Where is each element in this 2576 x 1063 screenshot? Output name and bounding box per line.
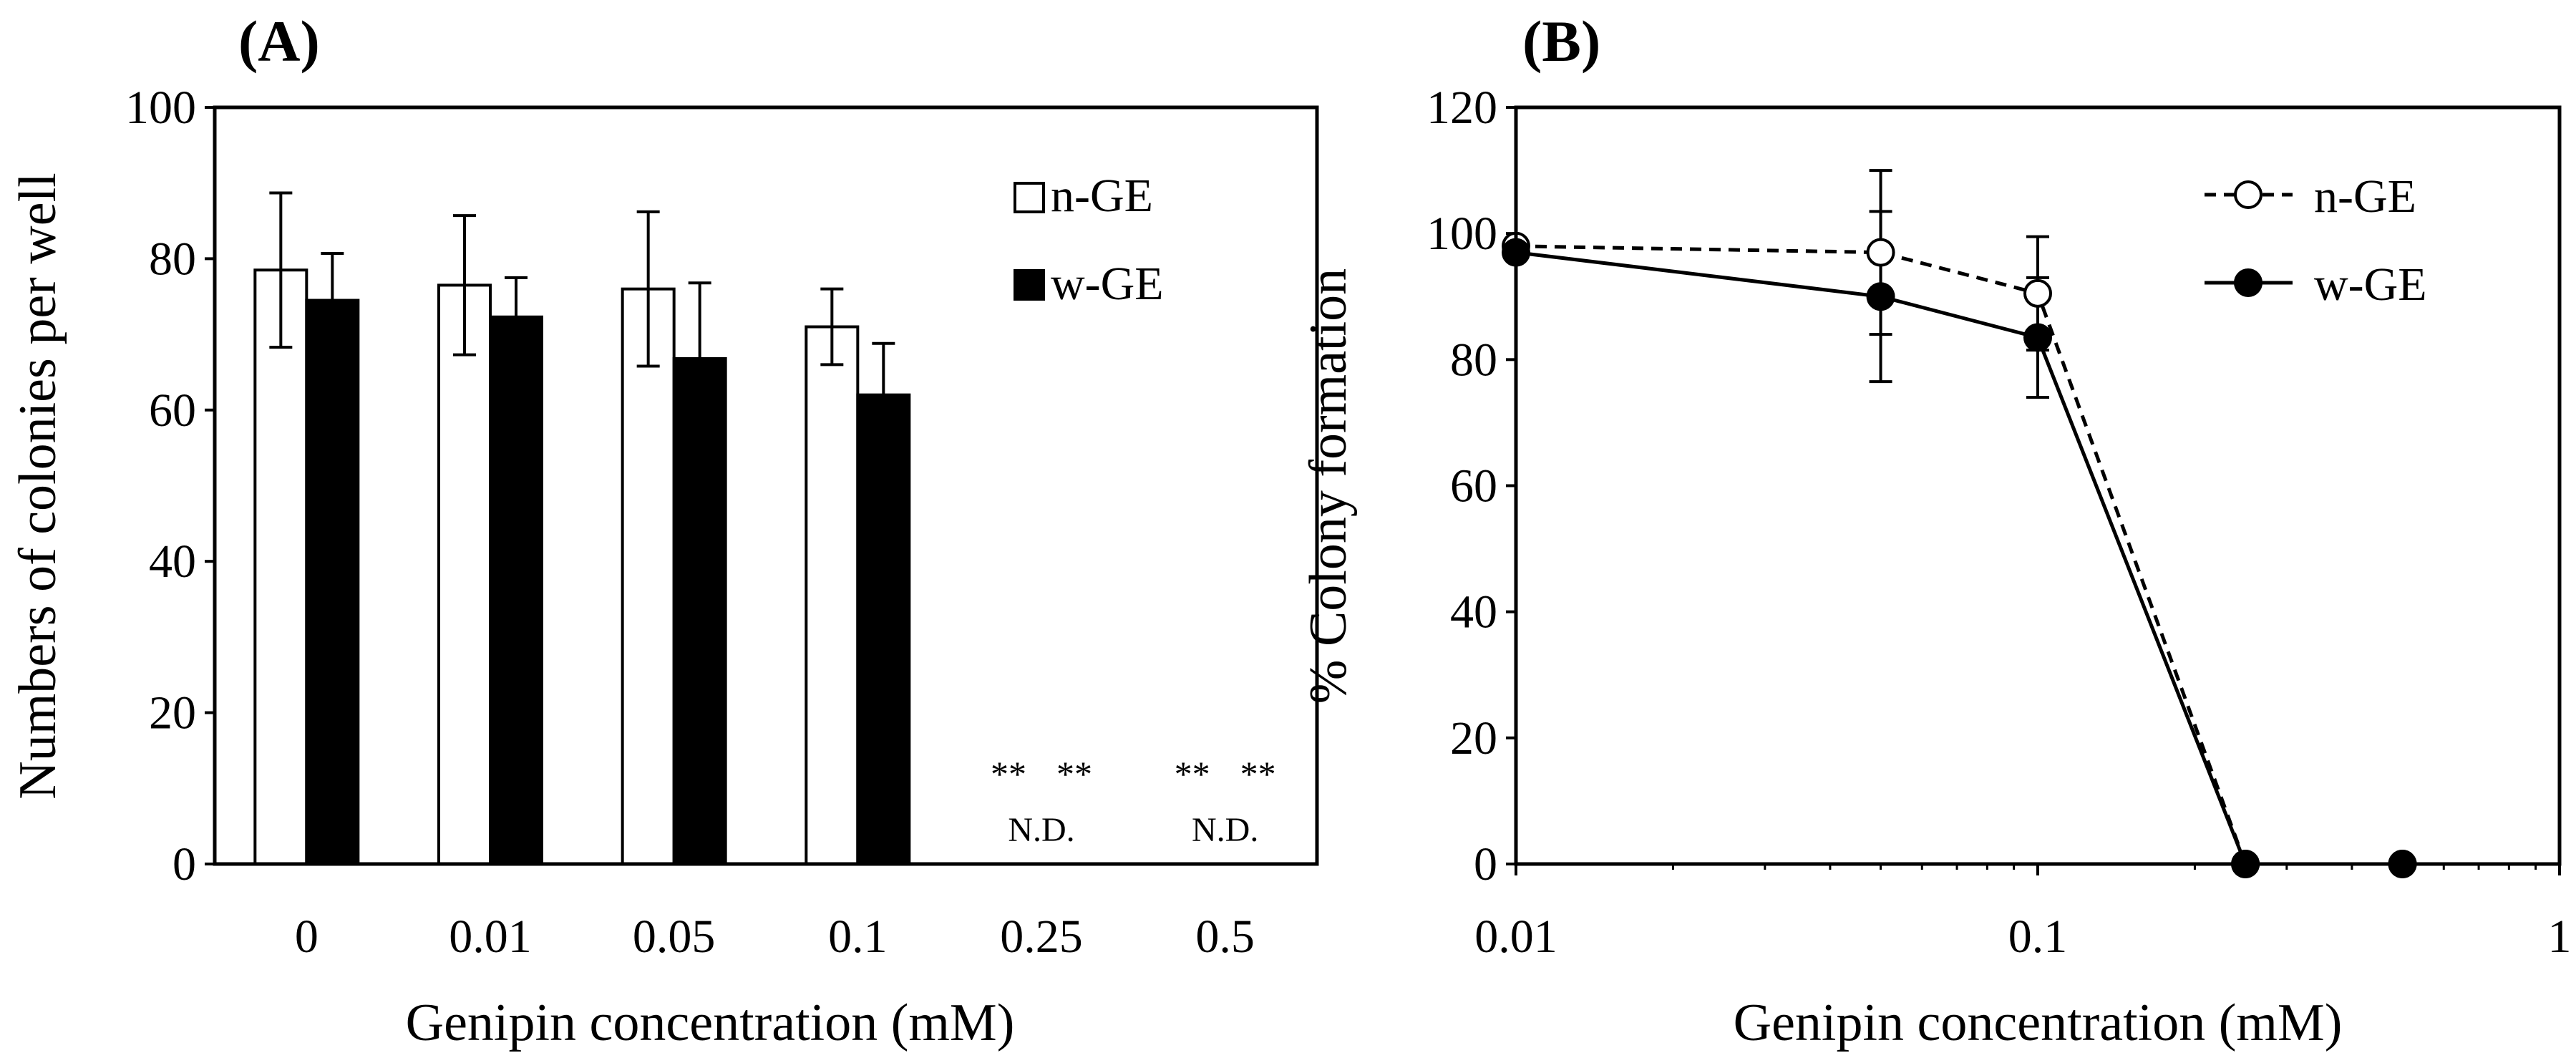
- y-tick-label: 20: [1450, 712, 1497, 765]
- legend-marker-w-ge: [2234, 268, 2262, 297]
- significance-mark: **: [1240, 754, 1276, 794]
- significance-mark: **: [1056, 754, 1092, 794]
- point-n-ge: [2023, 278, 2052, 308]
- legend-marker-n-ge: [2234, 180, 2262, 209]
- x-tick-label: 0.01: [449, 911, 532, 963]
- y-tick-label: 100: [1426, 208, 1497, 260]
- panel-a: (A) ** ** N.D. ** ** N.D. 0 20 40 60 80 100 0 0.01 0…: [9, 9, 1319, 1052]
- panel-b-y-axis-title: % Colony formation: [1299, 268, 1358, 704]
- bar-w-ge-0.05: [672, 356, 727, 865]
- not-detected-label: N.D.: [1008, 811, 1074, 849]
- x-tick-label: 0.1: [2008, 911, 2068, 963]
- y-tick-label: 60: [149, 384, 196, 437]
- panel-b-label: (B): [1522, 9, 1600, 74]
- y-tick-label: 40: [1450, 586, 1497, 639]
- panel-b-x-axis-title: Genipin concentration (mM): [1734, 994, 2343, 1052]
- legend-label-n-ge-b: n-GE: [2314, 170, 2416, 223]
- x-tick-label: 0.01: [1474, 911, 1557, 963]
- bar-w-ge-0: [305, 298, 360, 866]
- significance-mark: **: [1175, 754, 1210, 794]
- panel-b-legend: n-GE w-GE: [2205, 170, 2427, 311]
- x-tick-label: 0.25: [1000, 911, 1083, 963]
- y-tick-label: 0: [1474, 838, 1497, 890]
- x-tick-label: 1: [2548, 911, 2572, 963]
- legend-label-w-ge: w-GE: [1051, 258, 1164, 310]
- legend-swatch-n-ge: [1014, 182, 1045, 213]
- bar-n-ge-0.05: [621, 287, 676, 865]
- x-tick-label: 0: [295, 911, 319, 963]
- y-tick-label: 100: [125, 82, 196, 134]
- error-bar-w-ge-0.1: [872, 341, 895, 448]
- error-bar-n-ge-0.1: [820, 287, 844, 367]
- not-detected-label: N.D.: [1192, 811, 1258, 849]
- point-w-ge: [2023, 323, 2052, 352]
- bar-w-ge-0.01: [489, 315, 543, 865]
- y-tick-label: 40: [149, 535, 196, 588]
- panel-a-y-axis-title: Numbers of colonies per well: [9, 173, 67, 799]
- y-tick-label: 80: [1450, 334, 1497, 386]
- series-line-w-ge: [1515, 251, 2403, 866]
- error-bar-w-ge-0.01: [505, 276, 528, 358]
- error-bar-n-ge-0.05: [636, 210, 660, 368]
- y-tick-label: 0: [172, 838, 196, 890]
- x-tick-label: 0.1: [828, 911, 888, 963]
- point-n-ge: [1866, 238, 1895, 267]
- series-line-n-ge: [1515, 244, 2403, 866]
- error-bar-w-ge-0.05: [688, 281, 711, 436]
- panel-a-x-axis-title: Genipin concentration (mM): [406, 994, 1015, 1052]
- panel-a-legend: n-GE w-GE: [1014, 170, 1164, 310]
- panel-a-label: (A): [238, 9, 320, 74]
- point-w-ge: [1866, 282, 1895, 311]
- legend-label-n-ge: n-GE: [1051, 170, 1153, 222]
- y-tick-label: 120: [1426, 82, 1497, 134]
- y-tick-label: 60: [1450, 460, 1497, 513]
- panel-a-plot-frame: [213, 105, 1319, 866]
- bar-n-ge-0.01: [437, 283, 492, 865]
- bar-n-ge-0: [253, 268, 308, 865]
- x-tick-label: 0.5: [1195, 911, 1255, 963]
- y-tick-label: 80: [149, 233, 196, 285]
- legend-swatch-w-ge: [1014, 269, 1045, 301]
- legend-label-w-ge-b: w-GE: [2314, 258, 2427, 311]
- y-tick-label: 20: [149, 687, 196, 739]
- significance-mark: **: [991, 754, 1026, 794]
- bar-n-ge-0.1: [805, 325, 860, 865]
- error-bar-n-ge-0: [269, 191, 293, 349]
- panel-b: (B) 0 20 40 60 80 100 120 0.01 0.1 1 % Colony fo…: [1299, 9, 2572, 1052]
- error-bar-w-ge-0: [321, 252, 344, 349]
- bar-w-ge-0.1: [856, 393, 911, 865]
- x-tick-label: 0.05: [633, 911, 716, 963]
- error-bar-n-ge-0.01: [453, 214, 476, 356]
